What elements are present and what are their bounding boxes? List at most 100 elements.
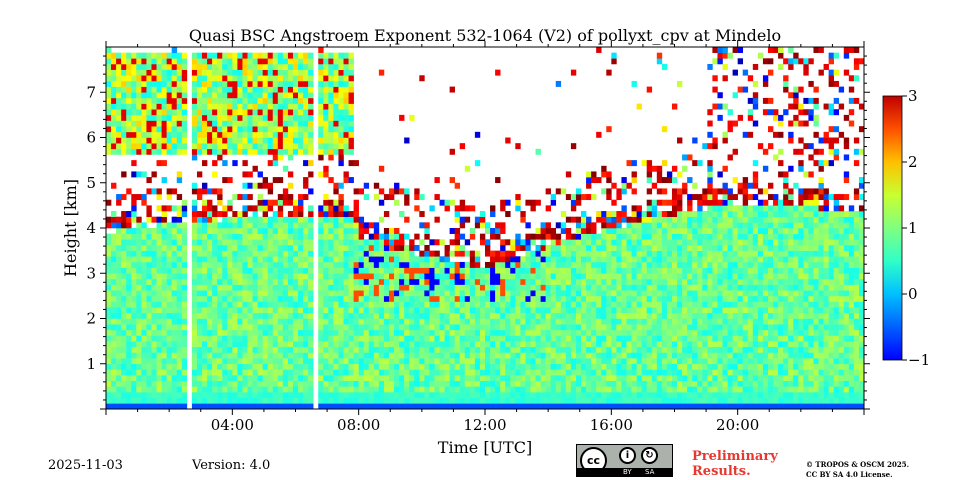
heatmap-cell: [368, 284, 375, 291]
heatmap-cell: [141, 261, 147, 268]
heatmap-cell: [545, 205, 551, 212]
heatmap-cell: [227, 205, 233, 212]
heatmap-cell: [116, 380, 122, 387]
heatmap-cell: [217, 75, 223, 82]
heatmap-cell: [136, 284, 142, 291]
heatmap-cell: [191, 261, 198, 268]
heatmap-cell: [262, 290, 268, 297]
heatmap-cell: [232, 75, 238, 82]
heatmap-cell: [146, 352, 152, 359]
heatmap-cell: [373, 386, 380, 393]
heatmap-cell: [550, 341, 557, 348]
heatmap-cell: [146, 397, 152, 404]
heatmap-cell: [282, 114, 289, 121]
heatmap-cell: [555, 312, 562, 319]
heatmap-cell: [196, 324, 203, 331]
heatmap-cell: [677, 375, 683, 382]
heatmap-cell: [242, 380, 248, 387]
heatmap-cell: [262, 97, 268, 104]
heatmap-cell: [106, 137, 112, 144]
heatmap-cell: [257, 312, 263, 319]
heatmap-cell: [474, 267, 481, 274]
heatmap-cell: [464, 307, 471, 314]
heatmap-cell: [176, 109, 183, 116]
heatmap-cell: [555, 324, 562, 331]
heatmap-cell: [166, 80, 172, 87]
heatmap-cell: [277, 233, 284, 240]
heatmap-cell: [646, 380, 653, 387]
heatmap-cell: [586, 329, 592, 336]
heatmap-cell: [646, 307, 653, 314]
heatmap-cell: [636, 228, 642, 234]
heatmap-cell: [611, 324, 617, 331]
heatmap-cell: [267, 358, 274, 365]
heatmap-cell: [121, 363, 127, 370]
heatmap-cell: [202, 52, 208, 59]
heatmap-cell: [242, 120, 248, 127]
heatmap-cell: [323, 352, 329, 359]
heatmap-cell: [298, 126, 304, 133]
heatmap-cell: [656, 216, 663, 223]
heatmap-cell: [106, 52, 112, 59]
heatmap-cell: [282, 143, 289, 150]
heatmap-cell: [242, 301, 248, 308]
heatmap-cell: [292, 312, 299, 319]
heatmap-cell: [196, 284, 203, 291]
heatmap-cell: [631, 341, 637, 348]
heatmap-cell: [540, 397, 546, 404]
heatmap-cell: [414, 233, 420, 240]
heatmap-cell: [464, 380, 471, 387]
heatmap-cell: [601, 295, 607, 302]
heatmap-cell: [166, 312, 172, 319]
heatmap-cell: [156, 63, 162, 70]
heatmap-cell: [692, 341, 698, 348]
heatmap-cell: [666, 341, 673, 348]
heatmap-cell: [666, 273, 673, 280]
heatmap-cell: [550, 256, 557, 263]
heatmap-cell: [616, 346, 622, 353]
heatmap-cell: [388, 346, 395, 353]
heatmap-cell: [474, 352, 481, 359]
heatmap-cell: [181, 386, 188, 393]
heatmap-cell: [232, 250, 238, 257]
heatmap-cell: [267, 114, 274, 121]
heatmap-cell: [217, 301, 223, 308]
heatmap-cell: [495, 375, 501, 382]
heatmap-cell: [449, 290, 455, 297]
heatmap-cell: [212, 52, 218, 59]
heatmap-cell: [626, 307, 632, 314]
heatmap-cell: [485, 228, 491, 234]
heatmap-cell: [394, 273, 400, 280]
heatmap-cell: [505, 403, 511, 409]
heatmap-cell: [298, 52, 304, 59]
heatmap-cell: [242, 250, 248, 257]
heatmap-cell: [616, 375, 622, 382]
heatmap-cell: [596, 335, 602, 342]
heatmap-cell: [621, 261, 627, 268]
heatmap-cell: [277, 228, 284, 234]
heatmap-cell: [373, 244, 380, 251]
heatmap-cell: [682, 386, 688, 393]
heatmap-cell: [570, 318, 577, 325]
heatmap-cell: [631, 375, 637, 382]
heatmap-cell: [591, 397, 597, 404]
heatmap-cell: [404, 278, 410, 285]
heatmap-cell: [181, 278, 188, 285]
heatmap-cell: [535, 256, 541, 263]
heatmap-cell: [282, 307, 289, 314]
heatmap-cell: [586, 375, 592, 382]
heatmap-cell: [287, 318, 294, 325]
heatmap-cell: [641, 363, 647, 370]
heatmap-cell: [671, 301, 678, 308]
heatmap-cell: [611, 392, 617, 398]
heatmap-cell: [146, 75, 152, 82]
heatmap-cell: [181, 131, 188, 138]
heatmap-cell: [136, 92, 142, 99]
heatmap-cell: [565, 329, 572, 336]
heatmap-cell: [338, 318, 344, 325]
heatmap-cell: [515, 233, 521, 240]
heatmap-cell: [252, 120, 258, 127]
heatmap-cell: [479, 318, 486, 325]
heatmap-cell: [146, 375, 152, 382]
heatmap-cell: [217, 392, 223, 398]
